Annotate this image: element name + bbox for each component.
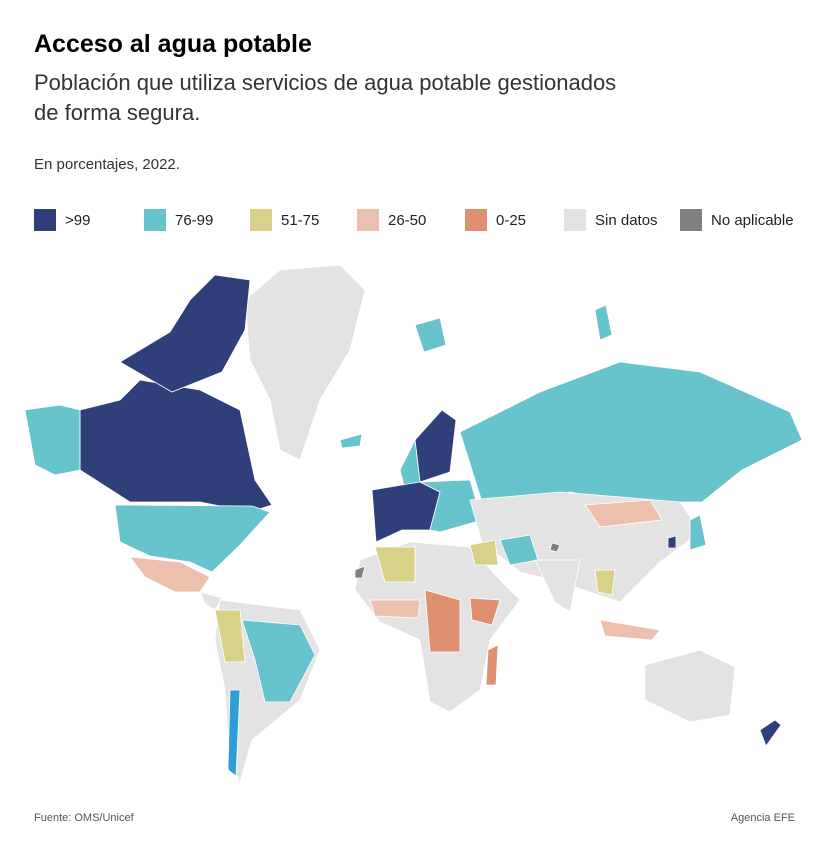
map-regions — [24, 264, 803, 784]
subtitle: de forma segura. — [34, 100, 201, 125]
source: Fuente: OMS/Unicef — [34, 812, 134, 824]
legend: >99 76-99 51-75 26-50 0-25 Sin datos No aplica… — [34, 209, 814, 233]
legend-label: >99 — [65, 212, 91, 229]
legend-swatch — [680, 209, 702, 231]
legend-label: No aplicable — [711, 212, 794, 229]
legend-label: 51-75 — [281, 212, 320, 229]
legend-swatch — [564, 209, 586, 231]
legend-swatch — [144, 209, 166, 231]
note: En porcentajes, 2022. — [34, 156, 180, 173]
legend-label: Sin datos — [595, 212, 658, 229]
legend-swatch — [357, 209, 379, 231]
legend-label: 0-25 — [496, 212, 527, 229]
legend-label: 26-50 — [388, 212, 427, 229]
credit: Agencia EFE — [730, 812, 795, 824]
title: Acceso al agua potable — [34, 30, 312, 58]
legend-swatch — [250, 209, 272, 231]
legend-swatch — [34, 209, 56, 231]
legend-swatch — [465, 209, 487, 231]
world-map — [24, 264, 803, 784]
legend-label: 76-99 — [175, 212, 214, 229]
subtitle: Población que utiliza servicios de agua … — [34, 70, 617, 95]
